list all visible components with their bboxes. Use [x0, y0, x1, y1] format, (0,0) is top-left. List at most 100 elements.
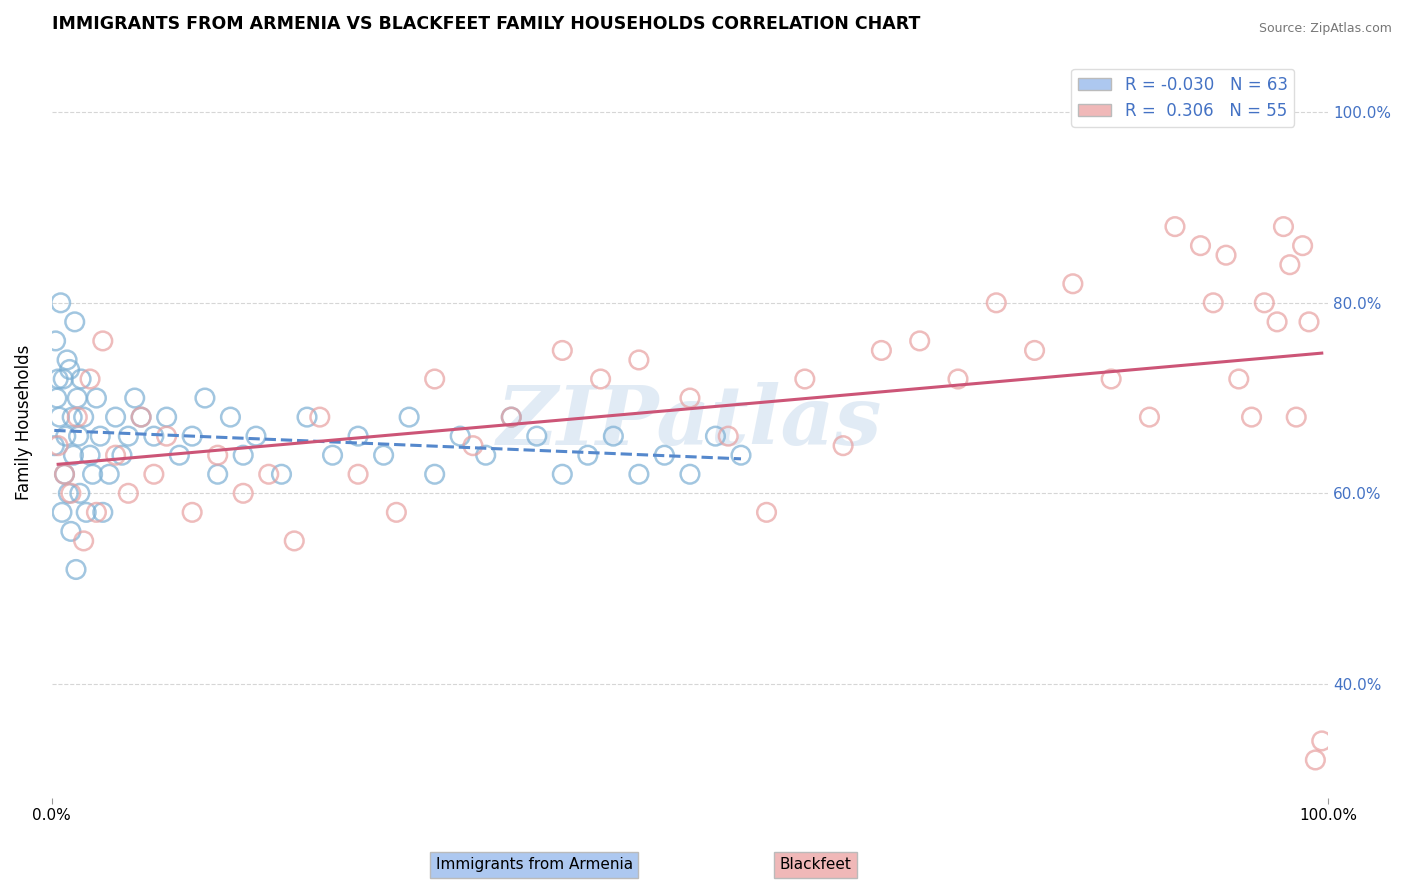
- Point: [79, 448, 101, 462]
- Point: [717, 429, 740, 443]
- Point: [347, 467, 370, 482]
- Point: [1215, 248, 1237, 262]
- Point: [373, 448, 395, 462]
- Point: [66, 391, 89, 405]
- Point: [232, 448, 254, 462]
- Point: [423, 372, 446, 386]
- Point: [129, 410, 152, 425]
- Point: [51, 505, 73, 519]
- Point: [501, 410, 523, 425]
- Point: [526, 429, 548, 443]
- Point: [142, 429, 165, 443]
- Point: [245, 429, 267, 443]
- Point: [423, 467, 446, 482]
- Point: [679, 391, 702, 405]
- Point: [91, 505, 114, 519]
- Point: [1291, 238, 1313, 252]
- Point: [1305, 753, 1327, 767]
- Text: ZIPatlas: ZIPatlas: [498, 382, 883, 462]
- Point: [1024, 343, 1046, 358]
- Point: [66, 410, 89, 425]
- Point: [67, 429, 90, 443]
- Point: [45, 391, 67, 405]
- Point: [1099, 372, 1122, 386]
- Point: [53, 467, 76, 482]
- Point: [654, 448, 676, 462]
- Point: [194, 391, 217, 405]
- Point: [129, 410, 152, 425]
- Point: [398, 410, 420, 425]
- Point: [46, 439, 69, 453]
- Point: [44, 439, 66, 453]
- Point: [461, 439, 484, 453]
- Point: [1272, 219, 1295, 234]
- Point: [60, 410, 83, 425]
- Point: [474, 448, 496, 462]
- Point: [58, 486, 80, 500]
- Point: [308, 410, 330, 425]
- Point: [627, 467, 650, 482]
- Point: [82, 467, 104, 482]
- Text: IMMIGRANTS FROM ARMENIA VS BLACKFEET FAMILY HOUSEHOLDS CORRELATION CHART: IMMIGRANTS FROM ARMENIA VS BLACKFEET FAM…: [52, 15, 920, 33]
- Point: [207, 448, 229, 462]
- Point: [207, 467, 229, 482]
- Point: [56, 353, 79, 368]
- Point: [322, 448, 344, 462]
- Point: [1189, 238, 1212, 252]
- Point: [117, 486, 139, 500]
- Point: [98, 467, 121, 482]
- Point: [347, 429, 370, 443]
- Point: [679, 467, 702, 482]
- Point: [169, 448, 191, 462]
- Point: [704, 429, 727, 443]
- Point: [181, 429, 204, 443]
- Point: [86, 391, 108, 405]
- Point: [232, 486, 254, 500]
- Point: [69, 486, 91, 500]
- Point: [589, 372, 612, 386]
- Point: [1265, 315, 1288, 329]
- Point: [45, 334, 67, 348]
- Point: [501, 410, 523, 425]
- Point: [124, 391, 146, 405]
- Point: [111, 448, 134, 462]
- Point: [870, 343, 893, 358]
- Point: [86, 505, 108, 519]
- Point: [986, 295, 1008, 310]
- Point: [181, 505, 204, 519]
- Point: [59, 486, 82, 500]
- Point: [1285, 410, 1308, 425]
- Point: [908, 334, 931, 348]
- Point: [295, 410, 318, 425]
- Point: [832, 439, 855, 453]
- Text: Source: ZipAtlas.com: Source: ZipAtlas.com: [1258, 22, 1392, 36]
- Point: [79, 372, 101, 386]
- Point: [89, 429, 111, 443]
- Point: [104, 410, 127, 425]
- Point: [1062, 277, 1084, 291]
- Point: [602, 429, 624, 443]
- Point: [576, 448, 599, 462]
- Point: [1278, 258, 1301, 272]
- Point: [55, 429, 77, 443]
- Point: [63, 315, 86, 329]
- Text: Immigrants from Armenia: Immigrants from Armenia: [436, 857, 633, 872]
- Point: [627, 353, 650, 368]
- Point: [257, 467, 280, 482]
- Point: [156, 410, 179, 425]
- Point: [59, 524, 82, 539]
- Point: [48, 410, 70, 425]
- Point: [52, 372, 75, 386]
- Point: [1298, 315, 1320, 329]
- Point: [117, 429, 139, 443]
- Point: [283, 533, 305, 548]
- Point: [449, 429, 471, 443]
- Point: [62, 448, 84, 462]
- Point: [551, 467, 574, 482]
- Point: [755, 505, 778, 519]
- Y-axis label: Family Households: Family Households: [15, 344, 32, 500]
- Point: [551, 343, 574, 358]
- Point: [49, 295, 72, 310]
- Point: [1253, 295, 1275, 310]
- Text: Blackfeet: Blackfeet: [779, 857, 852, 872]
